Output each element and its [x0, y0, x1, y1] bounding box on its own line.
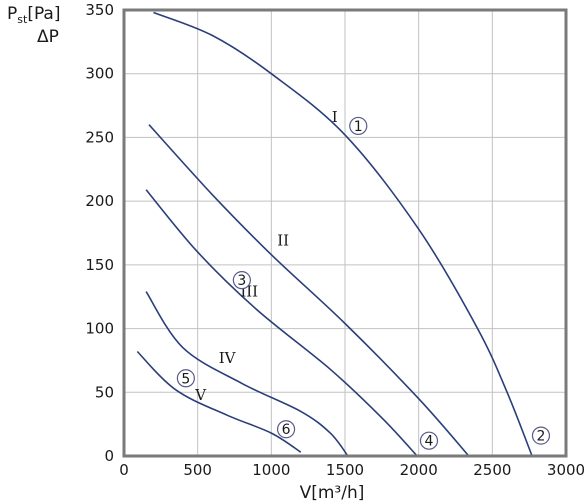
y-tick-label: 200	[85, 192, 114, 210]
y-tick-label: 300	[85, 65, 114, 83]
series-lines	[136, 11, 533, 457]
x-tick-label: 3000	[547, 461, 584, 479]
y-tick-label: 250	[85, 128, 114, 146]
curve-label-iv: IV	[219, 349, 237, 367]
x-tick-label: 1000	[252, 461, 290, 479]
x-tick-label: 2500	[473, 461, 511, 479]
y-tick-label: 0	[104, 447, 114, 465]
series-line-iv	[145, 291, 349, 457]
marker-circle	[276, 420, 296, 439]
series-line-ii	[148, 124, 470, 457]
curve-marker-1: 1	[349, 116, 368, 136]
x-tick-label: 1500	[326, 461, 364, 479]
marker-circle	[349, 116, 368, 136]
marker-circle	[232, 271, 251, 290]
curve-marker-4: 4	[419, 431, 439, 450]
grid-lines	[123, 9, 567, 457]
x-axis-title: V[m³/h]	[300, 483, 365, 503]
series-line-v	[136, 350, 302, 453]
marker-number: 1	[354, 119, 363, 135]
plot-frame	[122, 8, 568, 458]
curve-label-ii: II	[277, 232, 289, 250]
curve-label-v: V	[194, 386, 207, 404]
curve-marker-3: 3	[232, 271, 251, 290]
series-line-i	[153, 11, 533, 457]
curve-marker-6: 6	[276, 420, 296, 439]
marker-number: 3	[237, 273, 246, 289]
x-tick-label: 0	[119, 461, 129, 479]
y-axis-title-delta-p: ΔP	[37, 27, 59, 47]
y-axis-title: Pst[Pa]	[7, 4, 60, 26]
curve-marker-5: 5	[176, 369, 195, 388]
x-tick-label: 500	[183, 461, 212, 479]
x-tick-label: 2000	[400, 461, 438, 479]
curve-label-i: I	[332, 108, 338, 126]
y-tick-label: 100	[85, 320, 114, 338]
marker-number: 6	[282, 422, 291, 438]
curve-marker-2: 2	[531, 426, 551, 445]
series-line-iii	[145, 189, 418, 457]
curve-markers: 1 2 3 4 5 6	[176, 116, 551, 450]
marker-number: 2	[536, 429, 545, 445]
marker-circle	[419, 431, 439, 450]
marker-number: 5	[181, 371, 190, 387]
marker-circle	[176, 369, 195, 388]
tick-labels: 0 500 1000 1500 2000 2500 3000 0 50 100 150 200 250 3…	[85, 1, 584, 479]
y-tick-label: 50	[95, 383, 114, 401]
marker-number: 4	[425, 434, 434, 450]
y-tick-label: 150	[85, 256, 114, 274]
y-tick-label: 350	[85, 1, 114, 19]
marker-circle	[531, 426, 551, 445]
